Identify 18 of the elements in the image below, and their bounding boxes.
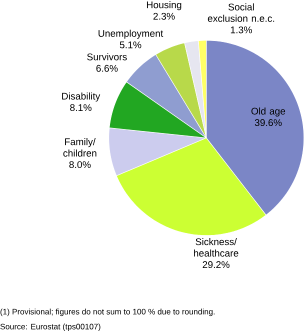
slice-label: Family/ children [63, 138, 96, 157]
data-label: 5.1% [120, 41, 142, 48]
slice-label: Social exclusion n.e.c. [208, 3, 274, 22]
data-label: 39.6% [254, 119, 282, 126]
text: (1) Provisional; figures do not sum to 100 % due to rounding. [0, 308, 214, 316]
data-label: 29.2% [202, 261, 230, 268]
data-label: 1.3% [230, 26, 252, 34]
slice-label: Old age [251, 107, 286, 117]
slice-label: Disability [62, 92, 100, 102]
data-label: 8.0% [69, 161, 91, 168]
source-note: Source: Eurostat (tps00107) [0, 324, 100, 331]
slice-label: Unemployment [98, 30, 164, 39]
slice-label: Survivors [87, 53, 127, 60]
slice-label: Sickness/ healthcare [194, 238, 238, 257]
data-label: 6.6% [96, 64, 118, 72]
data-label: 2.3% [153, 12, 175, 20]
slice-label: Housing [146, 1, 182, 10]
data-label: 8.1% [70, 104, 92, 112]
